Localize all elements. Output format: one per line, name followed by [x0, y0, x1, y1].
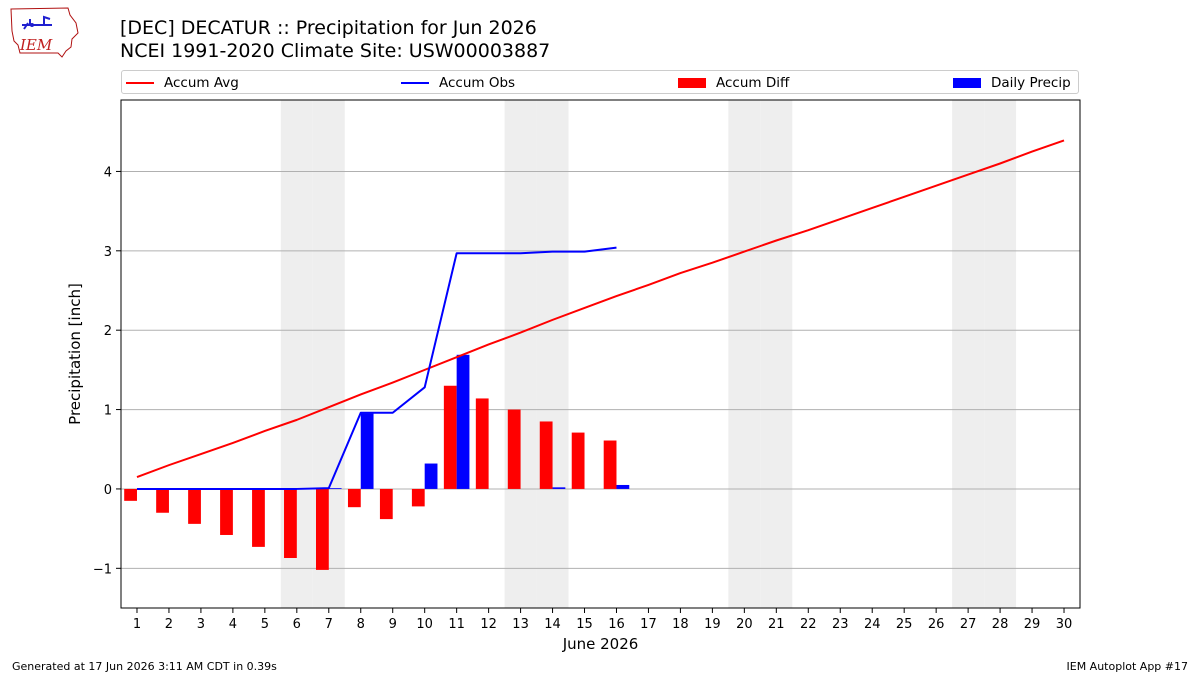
- x-tick-label: 2: [165, 617, 173, 632]
- x-axis-label: June 2026: [562, 635, 639, 653]
- x-tick-label: 1: [133, 617, 141, 632]
- y-tick-label: 1: [104, 404, 112, 419]
- weekend-band: [952, 100, 985, 608]
- daily-precip-bar: [616, 484, 630, 489]
- x-tick-label: 19: [704, 617, 721, 632]
- y-tick-label: −1: [93, 562, 112, 577]
- y-tick-label: 2: [104, 324, 112, 339]
- x-tick-label: 18: [672, 617, 689, 632]
- legend-item-accum-avg: Accum Avg: [126, 74, 239, 92]
- x-tick-label: 23: [832, 617, 849, 632]
- weekend-band: [984, 100, 1017, 608]
- accum-diff-bar: [507, 409, 521, 489]
- legend-swatch-accum-diff: [678, 78, 706, 88]
- y-tick-label: 4: [104, 165, 112, 180]
- accum-diff-bar: [284, 488, 297, 558]
- x-tick-label: 11: [448, 617, 465, 632]
- weekend-band: [504, 100, 537, 608]
- weekend-band: [728, 100, 761, 608]
- accum-diff-bar: [475, 398, 489, 489]
- iowa-outline-icon: [10, 7, 79, 58]
- x-tick-label: 9: [389, 617, 397, 632]
- chart-title: [DEC] DECATUR :: Precipitation for Jun 2…: [120, 17, 537, 39]
- x-tick-label: 26: [928, 617, 945, 632]
- x-tick-label: 16: [608, 617, 625, 632]
- legend-label: Daily Precip: [991, 75, 1071, 91]
- iem-logo: IEM: [10, 7, 79, 58]
- x-tick-label: 13: [512, 617, 529, 632]
- legend-label: Accum Obs: [439, 75, 516, 91]
- x-tick-label: 4: [229, 617, 237, 632]
- x-tick-label: 17: [640, 617, 657, 632]
- plot-frame: [120, 99, 1081, 609]
- x-tick-label: 25: [896, 617, 913, 632]
- legend-item-accum-obs: Accum Obs: [401, 74, 515, 92]
- x-tick-label: 14: [544, 617, 561, 632]
- x-tick-label: 15: [576, 617, 593, 632]
- accum-diff-bar: [188, 488, 201, 524]
- y-tick-label: 3: [104, 245, 112, 260]
- legend-item-accum-diff: Accum Diff: [678, 74, 789, 92]
- daily-precip-bar: [360, 413, 374, 489]
- x-tick-label: 30: [1056, 617, 1073, 632]
- weekend-band: [760, 100, 793, 608]
- x-tick-label: 20: [736, 617, 753, 632]
- x-tick-label: 6: [293, 617, 301, 632]
- accum-diff-bar: [124, 488, 137, 501]
- weekend-band: [536, 100, 569, 608]
- legend: Accum Avg Accum Obs Accum Diff Daily Pre…: [121, 70, 1079, 94]
- x-tick-label: 7: [325, 617, 333, 632]
- x-tick-label: 8: [357, 617, 365, 632]
- daily-precip-bar: [552, 487, 566, 489]
- accum-diff-bar: [443, 385, 457, 489]
- footer-generated: Generated at 17 Jun 2026 3:11 AM CDT in …: [12, 660, 277, 673]
- legend-label: Accum Diff: [716, 75, 790, 91]
- x-tick-label: 12: [480, 617, 497, 632]
- x-tick-label: 21: [768, 617, 785, 632]
- x-tick-label: 27: [960, 617, 977, 632]
- legend-label: Accum Avg: [164, 75, 239, 91]
- accum-diff-bar: [379, 488, 393, 520]
- x-tick-label: 3: [197, 617, 205, 632]
- accum-obs-line: [136, 246, 617, 490]
- legend-item-daily-precip: Daily Precip: [953, 74, 1071, 92]
- daily-precip-bar: [456, 354, 470, 489]
- accum-diff-bar: [315, 488, 329, 570]
- daily-precip-bar: [424, 463, 438, 489]
- y-axis-label: Precipitation [inch]: [66, 283, 84, 425]
- y-tick-label: 0: [104, 483, 112, 498]
- logo-text: IEM: [19, 36, 53, 54]
- weather-station-icon: [22, 15, 52, 30]
- legend-swatch-accum-obs: [401, 82, 429, 84]
- x-tick-label: 29: [1024, 617, 1041, 632]
- accum-diff-bar: [252, 488, 265, 547]
- accum-diff-bar: [411, 488, 425, 507]
- chart-subtitle: NCEI 1991-2020 Climate Site: USW00003887: [120, 40, 551, 62]
- x-tick-label: 10: [416, 617, 433, 632]
- footer-app-id: IEM Autoplot App #17: [1066, 660, 1189, 673]
- accum-diff-bar: [156, 488, 169, 513]
- x-tick-label: 28: [992, 617, 1009, 632]
- accum-diff-bar: [347, 488, 361, 508]
- legend-swatch-accum-avg: [126, 82, 154, 84]
- x-tick-label: 22: [800, 617, 817, 632]
- accum-diff-bar: [603, 440, 617, 489]
- accum-diff-bar: [539, 421, 553, 489]
- x-tick-label: 24: [864, 617, 881, 632]
- accum-diff-bar: [220, 488, 233, 535]
- legend-swatch-daily-precip: [953, 78, 981, 88]
- accum-avg-line: [136, 139, 1065, 478]
- daily-precip-bar: [328, 488, 342, 489]
- x-tick-label: 5: [261, 617, 269, 632]
- accum-diff-bar: [571, 432, 585, 489]
